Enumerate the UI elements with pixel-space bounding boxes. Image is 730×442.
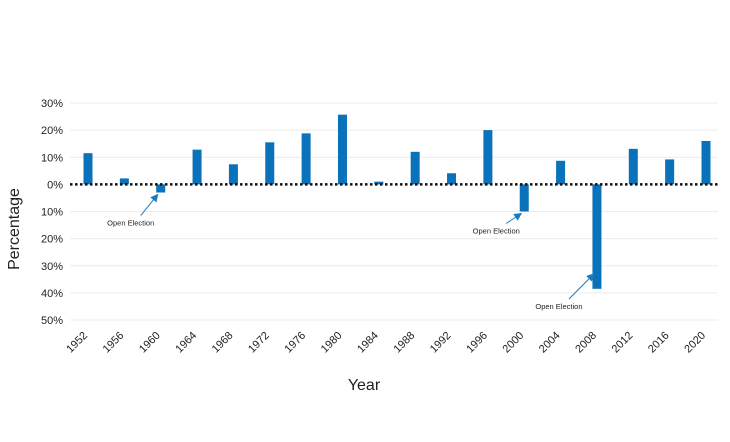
bar-1952 [83, 153, 93, 185]
x-tick-label: 1960 [137, 330, 163, 356]
bar-1988 [410, 151, 420, 185]
bar-1960 [156, 184, 166, 193]
x-tick-label: 2020 [682, 330, 708, 356]
y-tick-label: 20% [41, 234, 63, 246]
bar-2004 [556, 160, 566, 185]
y-tick-label: 10% [41, 152, 63, 164]
bar-1968 [228, 164, 238, 185]
bar-1956 [119, 178, 129, 185]
annotation-label: Open Election [535, 302, 582, 311]
x-tick-label: 2016 [646, 330, 672, 356]
bars [83, 114, 711, 289]
bar-2012 [628, 148, 638, 185]
x-tick-label: 1976 [282, 330, 308, 356]
grid [70, 102, 718, 321]
x-tick-label: 1984 [355, 330, 381, 356]
y-tick-label: 0% [47, 179, 63, 191]
y-tick-label: 20% [41, 125, 63, 137]
y-tick-label: 30% [41, 261, 63, 273]
y-tick-label: 50% [41, 315, 63, 327]
x-axis-title: Year [348, 377, 381, 394]
y-axis-title: Percentage [6, 188, 23, 270]
x-axis-ticks: 1952 1956 1960 1964 1968 1972 1976 1980 1984 1988… [64, 330, 708, 356]
annotation-arrow [568, 273, 595, 300]
x-tick-label: 2008 [573, 330, 599, 356]
bar-1984 [374, 181, 384, 185]
x-tick-label: 1956 [101, 330, 127, 356]
bar-1976 [301, 133, 311, 185]
y-tick-label: 30% [41, 98, 63, 110]
bar-2000 [519, 184, 529, 212]
y-tick-label: 40% [41, 288, 63, 300]
annotations: Open Election Open Election Open Election [107, 193, 595, 311]
y-tick-label: 10% [41, 207, 63, 219]
x-tick-label: 2004 [537, 330, 563, 356]
x-tick-label: 1964 [173, 330, 199, 356]
x-tick-label: 1952 [64, 330, 90, 356]
annotation-label: Open Election [107, 219, 154, 228]
x-tick-label: 1980 [319, 330, 345, 356]
annotation-arrow [140, 193, 159, 216]
bar-1972 [265, 142, 275, 185]
x-tick-label: 1972 [246, 330, 272, 356]
x-tick-label: 1968 [210, 330, 236, 356]
x-tick-label: 1992 [428, 330, 454, 356]
bar-1992 [447, 173, 457, 185]
x-tick-label: 1988 [391, 330, 417, 356]
bar-2020 [701, 140, 711, 185]
bar-1996 [483, 130, 493, 185]
x-tick-label: 2012 [610, 330, 636, 356]
bar-1964 [192, 149, 202, 185]
annotation-arrow [505, 212, 523, 224]
x-tick-label: 1996 [464, 330, 490, 356]
annotation-label: Open Election [473, 227, 520, 236]
bar-2016 [665, 159, 675, 185]
bar-1980 [337, 114, 347, 185]
bar-2008 [592, 184, 602, 289]
x-tick-label: 2000 [501, 330, 527, 356]
y-axis-ticks: 30% 20% 10% 0% 10% 20% 30% 40% 50% [41, 98, 63, 327]
